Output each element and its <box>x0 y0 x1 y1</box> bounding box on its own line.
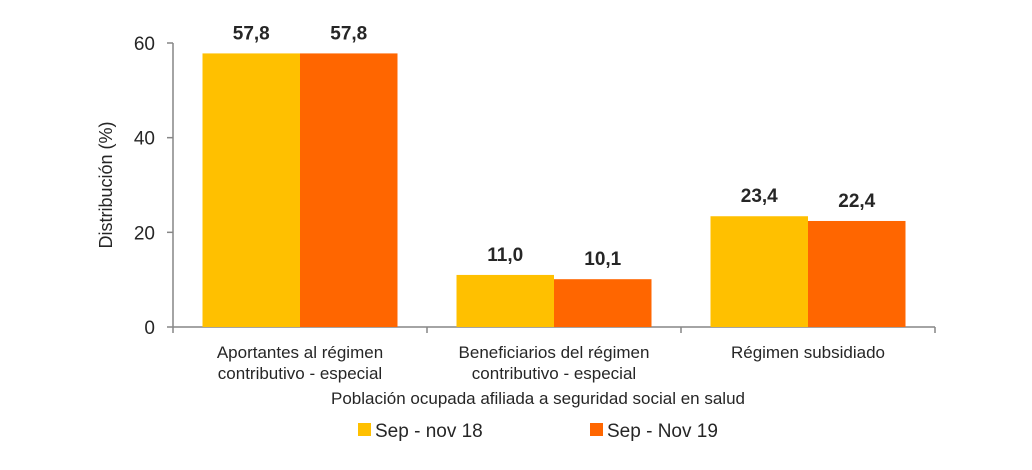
legend-swatch <box>590 423 603 436</box>
bar-sep-nov-19 <box>808 220 906 327</box>
bar-sep-nov-19 <box>554 279 652 327</box>
legend-swatch <box>358 423 371 436</box>
legend-label: Sep - Nov 19 <box>607 421 718 442</box>
bar-sep-nov-18 <box>710 216 808 327</box>
x-axis-label: Población ocupada afiliada a seguridad s… <box>331 389 745 408</box>
bar-sep-nov-18 <box>202 53 300 328</box>
y-tick-label: 40 <box>134 129 155 150</box>
x-tick-label: Beneficiarios del régimen <box>459 343 650 362</box>
data-label: 57,8 <box>233 23 270 44</box>
x-tick-label: Aportantes al régimen <box>217 343 383 362</box>
data-label: 11,0 <box>487 245 523 266</box>
y-tick-label: 0 <box>144 318 155 339</box>
y-axis-label: Distribución (%) <box>96 121 116 248</box>
data-label: 22,4 <box>838 191 875 212</box>
x-tick-label: Régimen subsidiado <box>731 343 885 362</box>
data-label: 23,4 <box>741 186 778 207</box>
bar-sep-nov-19 <box>300 53 398 328</box>
x-tick-label: contributivo - especial <box>218 364 382 383</box>
data-label: 57,8 <box>330 23 367 44</box>
data-label: 10,1 <box>584 249 621 270</box>
x-tick-label: contributivo - especial <box>472 364 636 383</box>
legend-label: Sep - nov 18 <box>375 421 483 442</box>
y-tick-label: 20 <box>134 223 155 244</box>
bar-sep-nov-18 <box>456 274 554 327</box>
y-tick-label: 60 <box>134 34 155 55</box>
